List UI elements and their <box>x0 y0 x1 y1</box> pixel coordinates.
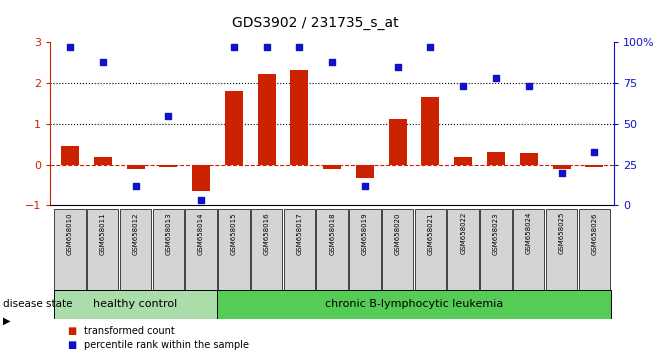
Text: GSM658026: GSM658026 <box>591 212 597 255</box>
Bar <box>349 209 380 290</box>
Point <box>589 149 600 154</box>
Bar <box>258 74 276 165</box>
Bar <box>487 153 505 165</box>
Point <box>425 45 436 50</box>
Text: ■: ■ <box>67 340 76 350</box>
Bar <box>382 209 413 290</box>
Point <box>327 59 338 65</box>
Text: chronic B-lymphocytic leukemia: chronic B-lymphocytic leukemia <box>325 299 503 309</box>
Text: disease state: disease state <box>3 299 73 309</box>
Bar <box>94 157 112 165</box>
Bar <box>585 165 603 167</box>
Text: GSM658025: GSM658025 <box>558 212 564 255</box>
Bar <box>251 209 282 290</box>
Bar <box>480 209 512 290</box>
Text: GSM658024: GSM658024 <box>526 212 531 255</box>
Point <box>163 113 174 119</box>
Bar <box>454 157 472 165</box>
Bar <box>415 209 446 290</box>
Text: GSM658016: GSM658016 <box>264 212 270 255</box>
Bar <box>291 70 309 165</box>
Point <box>523 84 534 89</box>
Text: GDS3902 / 231735_s_at: GDS3902 / 231735_s_at <box>232 16 399 30</box>
Bar <box>520 153 537 165</box>
Bar <box>578 209 610 290</box>
Text: GSM658014: GSM658014 <box>198 212 204 255</box>
Bar <box>185 209 217 290</box>
Bar <box>225 91 243 165</box>
Point <box>97 59 108 65</box>
Bar <box>552 165 570 170</box>
Point <box>64 45 75 50</box>
Point <box>458 84 468 89</box>
Text: GSM658015: GSM658015 <box>231 212 237 255</box>
Text: transformed count: transformed count <box>84 326 174 336</box>
Text: GSM658018: GSM658018 <box>329 212 335 255</box>
Text: GSM658013: GSM658013 <box>165 212 171 255</box>
Text: GSM658012: GSM658012 <box>133 212 138 255</box>
Bar <box>120 209 151 290</box>
Text: ▶: ▶ <box>3 315 11 325</box>
Text: GSM658019: GSM658019 <box>362 212 368 255</box>
Bar <box>61 146 79 165</box>
Text: GSM658011: GSM658011 <box>100 212 106 255</box>
Bar <box>448 209 479 290</box>
Point <box>294 45 305 50</box>
Text: GSM658022: GSM658022 <box>460 212 466 255</box>
Text: ■: ■ <box>67 326 76 336</box>
Bar <box>218 209 250 290</box>
Bar <box>389 119 407 165</box>
Point <box>393 64 403 70</box>
Text: GSM658023: GSM658023 <box>493 212 499 255</box>
Bar <box>513 209 544 290</box>
Point <box>228 45 239 50</box>
Bar <box>323 165 341 170</box>
Text: percentile rank within the sample: percentile rank within the sample <box>84 340 249 350</box>
Point <box>261 45 272 50</box>
Bar <box>284 209 315 290</box>
Bar <box>159 165 177 167</box>
Bar <box>217 290 611 319</box>
Text: GSM658021: GSM658021 <box>427 212 433 255</box>
Point <box>491 75 501 81</box>
Bar <box>317 209 348 290</box>
Bar <box>54 209 86 290</box>
Text: GSM658020: GSM658020 <box>395 212 401 255</box>
Bar <box>127 165 144 169</box>
Bar <box>421 97 440 165</box>
Text: healthy control: healthy control <box>93 299 178 309</box>
Bar <box>87 209 119 290</box>
Point <box>196 198 207 203</box>
Bar <box>54 290 217 319</box>
Point <box>130 183 141 189</box>
Bar <box>152 209 184 290</box>
Text: GSM658010: GSM658010 <box>67 212 73 255</box>
Point <box>556 170 567 176</box>
Bar <box>546 209 577 290</box>
Text: GSM658017: GSM658017 <box>297 212 303 255</box>
Bar <box>356 165 374 178</box>
Bar <box>192 165 210 191</box>
Point <box>360 183 370 189</box>
